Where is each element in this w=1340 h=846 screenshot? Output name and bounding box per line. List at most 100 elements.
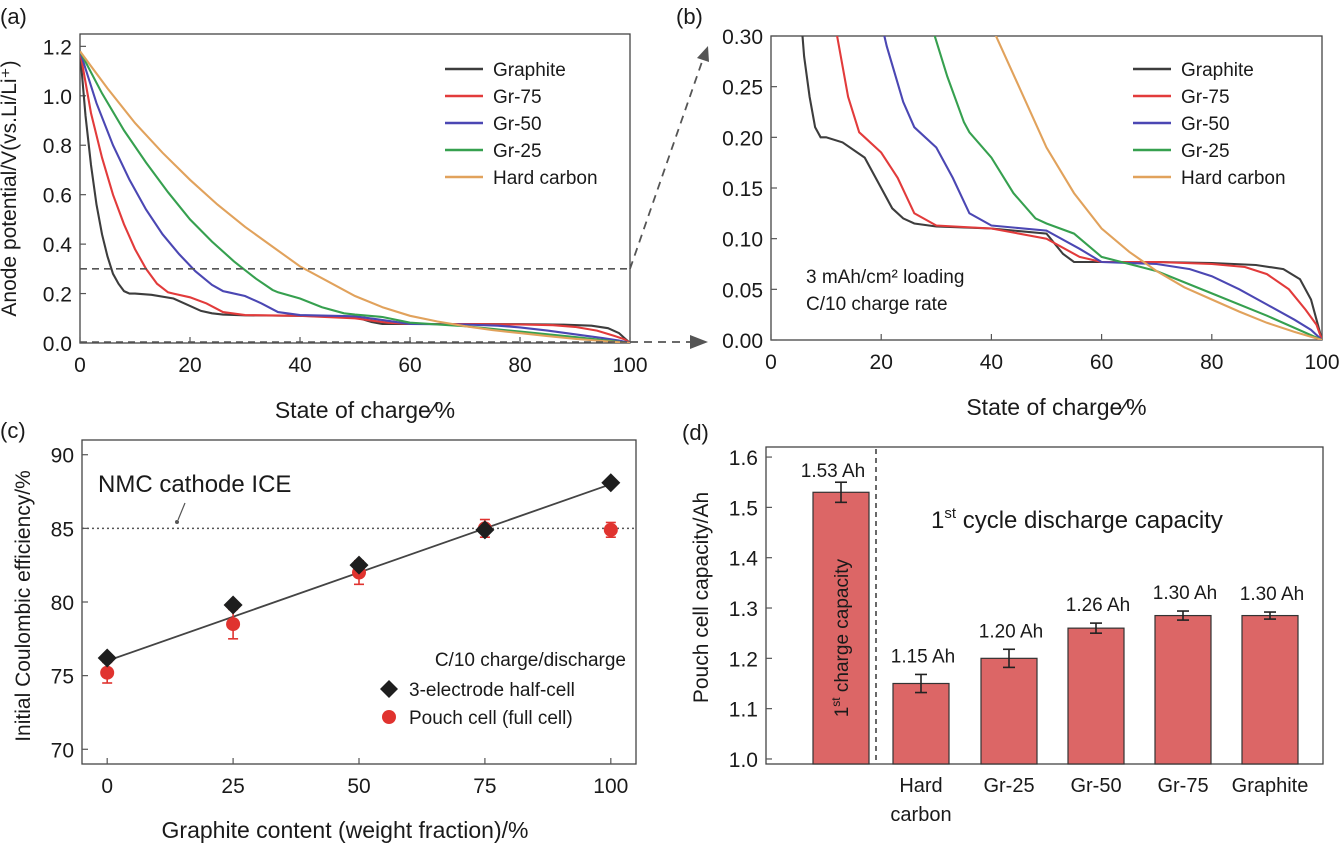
series-line-gr-50 — [883, 36, 1322, 340]
x-tick-label: 40 — [288, 354, 311, 377]
inner-sup: st — [829, 697, 843, 707]
y-tick-label: 0.0 — [43, 333, 72, 356]
value-label: 1.26 Ah — [1066, 595, 1130, 616]
y-tick-label: 75 — [51, 666, 74, 689]
x-tick-label: 60 — [1090, 351, 1113, 374]
legend-label: Gr-25 — [1181, 141, 1230, 162]
y-tick-label: 1.2 — [729, 648, 758, 671]
legend-label: Pouch cell (full cell) — [409, 708, 573, 729]
x-tick-label: 60 — [398, 354, 421, 377]
series-line-graphite — [80, 51, 630, 343]
half-cell-point — [223, 595, 243, 615]
series-line-graphite — [801, 36, 1322, 340]
x-tick-label: 50 — [347, 775, 370, 798]
y-tick-label: 0.05 — [722, 279, 763, 302]
legend-label: Hard carbon — [1181, 168, 1286, 189]
x-category-label: Gr-25 — [983, 775, 1034, 797]
half-cell-point — [475, 520, 495, 540]
legend-label: Hard carbon — [493, 168, 598, 189]
series-line-gr-75 — [836, 36, 1322, 340]
x-tick-label: 25 — [221, 775, 244, 798]
x-tick-label: 100 — [612, 354, 647, 377]
x-tick-label: 75 — [473, 775, 496, 798]
legend-circle-marker — [382, 710, 396, 724]
value-label: 1.30 Ah — [1240, 584, 1304, 605]
value-label: 1.30 Ah — [1153, 583, 1217, 604]
connector-top — [629, 55, 705, 270]
legend-label: Gr-75 — [493, 87, 542, 108]
legend-label: 3-electrode half-cell — [409, 680, 575, 701]
y-tick-label: 70 — [51, 739, 74, 762]
y-tick-label: 0.6 — [43, 185, 72, 208]
charge-capacity-bar — [812, 491, 870, 765]
x-category-label: Graphite — [1232, 775, 1309, 797]
y-tick-label: 0.10 — [722, 229, 763, 252]
y-tick-label: 1.0 — [43, 86, 72, 109]
series-line-hard-carbon — [80, 50, 630, 343]
charge-bar-inner-text: 1st charge capacity — [829, 559, 853, 718]
y-tick-label: 0.15 — [722, 178, 763, 201]
plot-frame-a — [79, 33, 631, 344]
x-tick-label: 20 — [870, 351, 893, 374]
x-category-label: Hard — [899, 775, 942, 797]
x-axis-label: State of charge∕% — [275, 397, 455, 423]
legend-label: Gr-25 — [493, 141, 542, 162]
x-category-label: Gr-75 — [1157, 775, 1208, 797]
panel-label: (a) — [0, 4, 27, 29]
half-cell-point — [349, 555, 369, 575]
y-tick-label: 0.30 — [722, 26, 763, 49]
annotation: C/10 charge rate — [806, 294, 948, 315]
charge-bar-inner-label: 1st charge capacity — [829, 559, 853, 718]
half-cell-point — [601, 473, 621, 493]
discharge-bar — [980, 657, 1038, 765]
inner-main: 1 — [832, 707, 853, 718]
discharge-bar — [892, 682, 950, 765]
x-tick-label: 40 — [980, 351, 1003, 374]
pouch-cell-point — [100, 665, 115, 680]
x-tick-label: 0 — [101, 775, 113, 798]
y-tick-label: 0.2 — [43, 284, 72, 307]
value-label: 1.15 Ah — [891, 646, 955, 667]
y-tick-label: 1.4 — [729, 548, 759, 571]
x-axis-label: State of charge∕% — [966, 394, 1146, 420]
legend-label: Graphite — [493, 60, 566, 81]
y-tick-label: 0.20 — [722, 127, 763, 150]
inner-rest: charge capacity — [832, 559, 853, 698]
series-line-gr-25 — [80, 50, 630, 343]
discharge-bar — [1067, 627, 1125, 765]
panel-label: (b) — [676, 4, 703, 29]
legend-diamond-marker — [380, 680, 398, 698]
y-tick-label: 1.0 — [729, 749, 758, 772]
y-tick-label: 0.4 — [43, 234, 73, 257]
y-tick-label: 85 — [51, 518, 74, 541]
x-category-label: Gr-50 — [1070, 775, 1121, 797]
half-cell-point — [97, 648, 117, 668]
y-tick-label: 1.6 — [729, 447, 758, 470]
series-line-hard-carbon — [994, 36, 1322, 340]
x-tick-label: 80 — [508, 354, 531, 377]
y-tick-label: 1.1 — [729, 699, 758, 722]
x-tick-label: 80 — [1200, 351, 1223, 374]
legend-title: C/10 charge/discharge — [435, 650, 626, 671]
legend-label: Graphite — [1181, 60, 1254, 81]
panel-label: (d) — [682, 420, 709, 445]
value-label: 1.53 Ah — [801, 461, 865, 482]
legend-label: Gr-75 — [1181, 87, 1230, 108]
series-line-gr-75 — [80, 51, 630, 343]
y-tick-label: 0.8 — [43, 135, 72, 158]
panel-label: (c) — [0, 418, 26, 443]
reference-line-label: NMC cathode ICE — [98, 471, 291, 498]
pouch-cell-point — [603, 522, 618, 537]
connector-bottom-arrowhead — [690, 335, 708, 349]
series-line-gr-25 — [933, 36, 1322, 340]
pouch-cell-point — [226, 617, 241, 632]
x-axis-label: Graphite content (weight fraction)/% — [162, 817, 529, 843]
legend-label: Gr-50 — [1181, 114, 1230, 135]
title-main: 1 — [931, 507, 944, 534]
chart-title: 1st cycle discharge capacity — [931, 505, 1223, 534]
x-tick-label: 0 — [765, 351, 777, 374]
title-rest: cycle discharge capacity — [956, 507, 1223, 534]
plot-frame-d — [765, 446, 1324, 765]
y-axis-label: Pouch cell capacity/Ah — [690, 492, 713, 703]
